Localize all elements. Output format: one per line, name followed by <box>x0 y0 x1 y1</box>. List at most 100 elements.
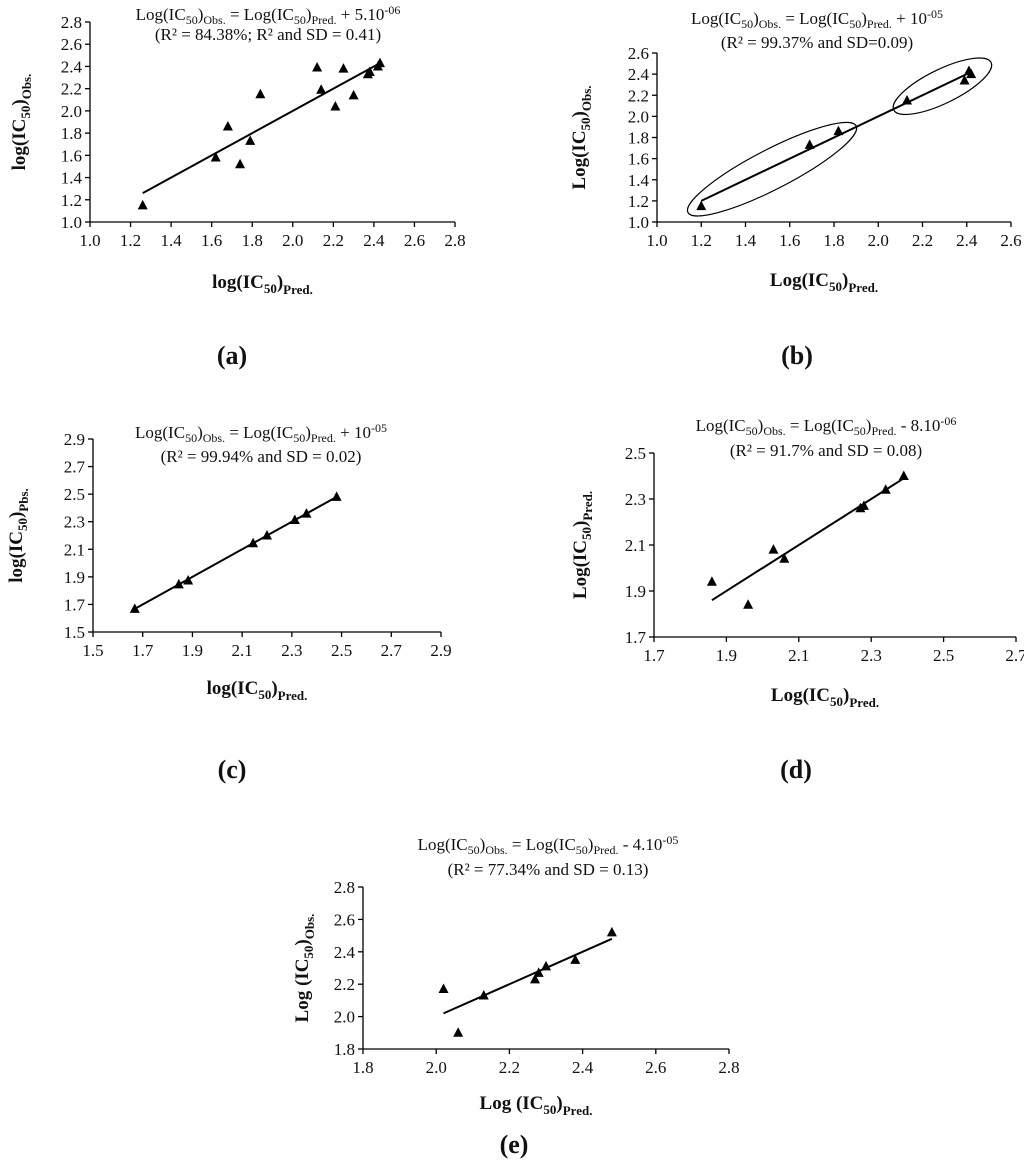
text-span: Pred. <box>311 431 336 445</box>
data-point <box>606 926 617 937</box>
data-point <box>453 1027 464 1037</box>
y-tick-label: 2.4 <box>628 65 650 84</box>
data-point <box>330 100 341 111</box>
text-span: Pbs. <box>16 488 31 511</box>
text-span: Obs. <box>763 424 785 438</box>
chart-panel-c: 1.5 1.7 1.9 2.1 2.3 2.5 2.7 2.9 1.5 1.7 1.9 2.1 2.3 2… <box>6 421 452 784</box>
x-tick-label: 2.8 <box>444 231 465 250</box>
text-span: Pred. <box>849 695 879 710</box>
chart-subtitle: (R² = 77.34% and SD = 0.13) <box>448 860 649 879</box>
data-point <box>222 120 233 131</box>
y-tick-label: 1.9 <box>625 582 646 601</box>
data-point <box>183 575 194 585</box>
x-tick-label: 2.1 <box>232 641 253 660</box>
data-point <box>530 973 541 984</box>
text-span: Pred. <box>580 491 595 521</box>
chart-title: Log(IC50)Obs. = Log(IC50)Pred. + 10-05 <box>691 7 943 31</box>
text-span: ) <box>197 423 203 442</box>
data-point <box>858 500 869 510</box>
text-span: - 8.10 <box>896 416 940 435</box>
y-tick-label: 2.3 <box>64 513 85 532</box>
y-tick-label: 2.2 <box>61 80 82 99</box>
x-tick-label: 1.6 <box>779 231 800 250</box>
text-span: ) <box>843 685 849 706</box>
text-span: 50 <box>741 17 753 31</box>
data-point <box>235 158 246 169</box>
x-tick-label: 1.9 <box>182 641 203 660</box>
text-span: log(IC <box>212 272 264 293</box>
chart-title: Log(IC50)Obs. = Log(IC50)Pred. - 8.10-06 <box>696 414 957 438</box>
text-span: Log(IC <box>691 9 741 28</box>
y-tick-label: 1.8 <box>61 124 82 143</box>
x-tick-label: 2.5 <box>331 641 352 660</box>
chart-panel-a: 1.0 1.2 1.4 1.6 1.8 2.0 2.2 2.4 2.6 2.8 1.0 1.2 1.4 1… <box>9 3 466 370</box>
text-span: Pred. <box>563 1103 593 1118</box>
regression-line <box>700 71 972 202</box>
x-tick-label: 2.5 <box>933 646 954 665</box>
data-point <box>137 199 148 210</box>
chart-title: Log(IC50)Obs. = Log(IC50)Pred. - 4.10-05 <box>418 833 679 857</box>
text-span: - 4.10 <box>618 835 662 854</box>
x-tick-label: 2.0 <box>282 231 303 250</box>
y-tick-label: 1.9 <box>64 568 85 587</box>
x-tick-label: 2.2 <box>499 1058 520 1077</box>
text-span: Pred. <box>593 843 618 857</box>
text-span: Log(IC <box>418 835 468 854</box>
x-axis-label: log(IC50)Pred. <box>212 272 313 297</box>
x-tick-label: 2.4 <box>363 231 385 250</box>
y-tick-label: 2.0 <box>61 102 82 121</box>
text-span: Log(IC <box>135 423 185 442</box>
text-span: Pred. <box>867 17 892 31</box>
data-point <box>833 125 844 136</box>
text-span: = Log(IC <box>508 835 576 854</box>
text-span: ) <box>570 521 591 527</box>
text-span: Pred. <box>848 280 878 295</box>
text-span: ) <box>198 5 204 24</box>
text-span: Log (IC <box>292 959 313 1023</box>
y-tick-label: 1.5 <box>64 623 85 642</box>
x-tick-label: 1.8 <box>242 231 263 250</box>
chart-title: Log(IC50)Obs. = Log(IC50)Pred. + 5.10-06 <box>136 3 401 27</box>
x-tick-label: 2.3 <box>861 646 882 665</box>
text-span: Obs. <box>485 843 507 857</box>
text-span: ) <box>866 416 872 435</box>
text-span: + 10 <box>892 9 927 28</box>
cluster-ellipse <box>686 121 858 217</box>
chart-title: Log(IC50)Obs. = Log(IC50)Pred. + 10-05 <box>135 421 387 445</box>
data-point <box>316 84 327 94</box>
text-span: Obs. <box>302 914 317 940</box>
text-span: ) <box>277 272 283 293</box>
text-span: ) <box>9 99 30 105</box>
panel-label: (c) <box>218 755 247 784</box>
y-axis-label: Log(IC50)Pred. <box>570 491 595 599</box>
y-tick-label: 2.1 <box>625 536 646 555</box>
text-span: + 5.10 <box>337 5 385 24</box>
x-tick-label: 1.2 <box>691 231 712 250</box>
x-tick-label: 2.2 <box>912 231 933 250</box>
x-tick-label: 2.2 <box>323 231 344 250</box>
y-tick-label: 2.2 <box>334 975 355 994</box>
text-span: 50 <box>301 946 316 959</box>
text-span: ) <box>758 416 764 435</box>
text-span: Obs. <box>759 17 781 31</box>
text-span: Pred. <box>278 688 308 703</box>
x-tick-label: 1.8 <box>352 1058 373 1077</box>
text-span: 50 <box>186 13 198 27</box>
y-tick-label: 1.6 <box>61 146 82 165</box>
x-tick-label: 2.7 <box>1005 646 1024 665</box>
data-point <box>880 484 891 494</box>
data-point <box>374 57 385 68</box>
text-span: Log(IC <box>570 540 591 599</box>
chart-subtitle: (R² = 99.37% and SD=0.09) <box>721 33 913 52</box>
text-span: 50 <box>829 279 842 294</box>
data-point <box>696 200 707 211</box>
text-span: Obs. <box>579 85 594 111</box>
regression-line <box>711 477 905 602</box>
y-tick-label: 2.6 <box>334 910 355 929</box>
text-span: Pred. <box>283 282 313 297</box>
panel-label: (b) <box>781 341 813 370</box>
text-span: -05 <box>371 421 387 435</box>
data-point <box>255 88 266 99</box>
text-span: 50 <box>579 527 594 540</box>
text-span: ) <box>305 423 311 442</box>
